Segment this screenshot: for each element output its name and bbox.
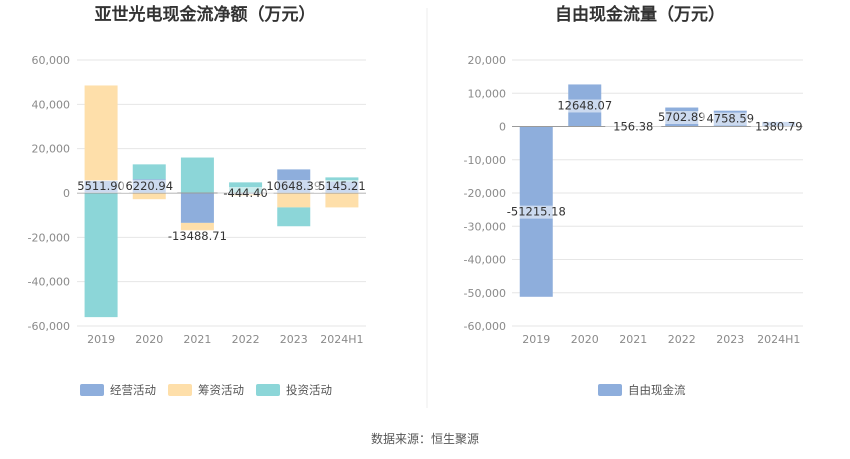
data-label-bg	[217, 187, 274, 200]
x-tick-label: 2024H1	[757, 333, 800, 346]
data-label-2023: 4758.59	[706, 112, 754, 126]
cashflow-chart-title: 亚世光电现金流净额（万元）	[95, 4, 316, 25]
y-tick-label: 20,000	[468, 54, 507, 67]
legend-swatch-financing	[168, 384, 192, 396]
cashflow-data-labels: 5511.90 6220.94 -13488.71 -444.4010648.3951…	[73, 179, 370, 243]
data-label-bg	[73, 180, 130, 193]
x-tick-label: 2019	[87, 333, 115, 346]
data-label-2021: -13488.71	[168, 229, 227, 243]
data-label-2019: 5511.90	[77, 179, 125, 193]
x-tick-label: 2023	[716, 333, 744, 346]
bar-investing-2023	[277, 207, 311, 227]
data-label-2024H1: 1380.79	[755, 120, 803, 134]
x-tick-label: 2024H1	[320, 333, 363, 346]
x-tick-label: 2019	[522, 333, 550, 346]
y-tick-label: -20,000	[28, 231, 70, 244]
legend-swatch-operating	[80, 384, 104, 396]
legend-label-free_cash_flow: 自由现金流	[628, 383, 686, 397]
data-label-bg	[265, 180, 322, 193]
data-label-bg	[169, 229, 226, 243]
data-label-bg	[750, 120, 807, 134]
bar-investing-2020	[132, 164, 166, 180]
x-tick-label: 2022	[232, 333, 260, 346]
x-tick-label: 2022	[668, 333, 696, 346]
data-label-2021: 156.38	[613, 120, 653, 134]
bar-financing-2021	[180, 222, 214, 231]
y-tick-label: 0	[499, 121, 506, 134]
y-tick-label: 60,000	[32, 54, 71, 67]
bar-investing-2024H1	[325, 177, 359, 182]
legend-swatch-investing	[256, 384, 280, 396]
data-label-bg	[556, 99, 613, 113]
free-cash-flow-chart-title: 自由现金流量（万元）	[555, 4, 725, 25]
data-label-2019: -51215.18	[507, 205, 566, 219]
legend-label-operating: 经营活动	[110, 383, 156, 397]
data-label-bg	[313, 180, 370, 193]
y-tick-label: -40,000	[464, 254, 506, 267]
data-label-2020: 6220.94	[125, 179, 173, 193]
data-label-bg	[508, 205, 565, 219]
data-label-bg	[702, 112, 759, 126]
y-tick-label: -60,000	[464, 320, 506, 333]
bar-financing-2023	[277, 193, 311, 208]
data-label-2024H1: 5145.21	[318, 179, 366, 193]
free-cash-flow-chart: 自由现金流量（万元） 20,000 10,000 0 -10,000 -20,000 -3…	[464, 4, 807, 397]
x-tick-label: 2020	[135, 333, 163, 346]
data-label-2022: -444.40	[223, 186, 267, 200]
x-tick-label: 2020	[571, 333, 599, 346]
legend-label-financing: 筹资活动	[198, 383, 244, 397]
data-label-2023: 10648.39	[266, 179, 321, 193]
free-cash-flow-x-axis: 2019 2020 2021 2022 2023 2024H1	[522, 333, 800, 346]
data-source: 数据来源：恒生聚源	[371, 431, 479, 446]
cashflow-x-axis: 2019 2020 2021 2022 2023 2024H1	[87, 333, 363, 346]
bar-investing-2019	[84, 193, 118, 318]
x-tick-label: 2023	[280, 333, 308, 346]
free-cash-flow-legend: 自由现金流	[598, 383, 686, 397]
data-label-bg	[653, 111, 710, 125]
bar-investing-2021	[180, 157, 214, 193]
data-label-2022: 5702.89	[658, 110, 706, 124]
bar-financing-2024H1	[325, 193, 359, 208]
y-tick-label: -20,000	[464, 187, 506, 200]
free-cash-flow-y-axis: 20,000 10,000 0 -10,000 -20,000 -30,000 -40,00…	[464, 54, 506, 333]
y-tick-label: -40,000	[28, 276, 70, 289]
bar-operating-2021	[180, 193, 214, 223]
y-tick-label: -60,000	[28, 320, 70, 333]
bar-financing-2020	[132, 193, 166, 200]
data-label-bg	[121, 180, 178, 193]
y-tick-label: -10,000	[464, 154, 506, 167]
x-tick-label: 2021	[619, 333, 647, 346]
free-cash-flow-grid	[512, 59, 803, 327]
y-tick-label: 20,000	[32, 143, 71, 156]
y-tick-label: 0	[63, 187, 70, 200]
y-tick-label: -50,000	[464, 287, 506, 300]
cashflow-bars	[84, 85, 359, 318]
y-tick-label: -30,000	[464, 220, 506, 233]
legend-label-investing: 投资活动	[286, 383, 332, 397]
cashflow-y-axis: 60,000 40,000 20,000 0 -20,000 -40,000 -60,000	[28, 54, 70, 333]
legend-swatch-free_cash_flow	[598, 384, 622, 396]
cashflow-legend: 经营活动 筹资活动 投资活动	[80, 383, 332, 397]
data-label-bg	[605, 120, 662, 134]
bar-financing-2019	[84, 85, 118, 181]
data-label-2020: 12648.07	[557, 98, 612, 112]
y-tick-label: 40,000	[32, 98, 71, 111]
x-tick-label: 2021	[183, 333, 211, 346]
y-tick-label: 10,000	[468, 87, 507, 100]
cashflow-chart: 亚世光电现金流净额（万元） 60,000 40,000 20,000 0 -20,000…	[28, 4, 370, 397]
